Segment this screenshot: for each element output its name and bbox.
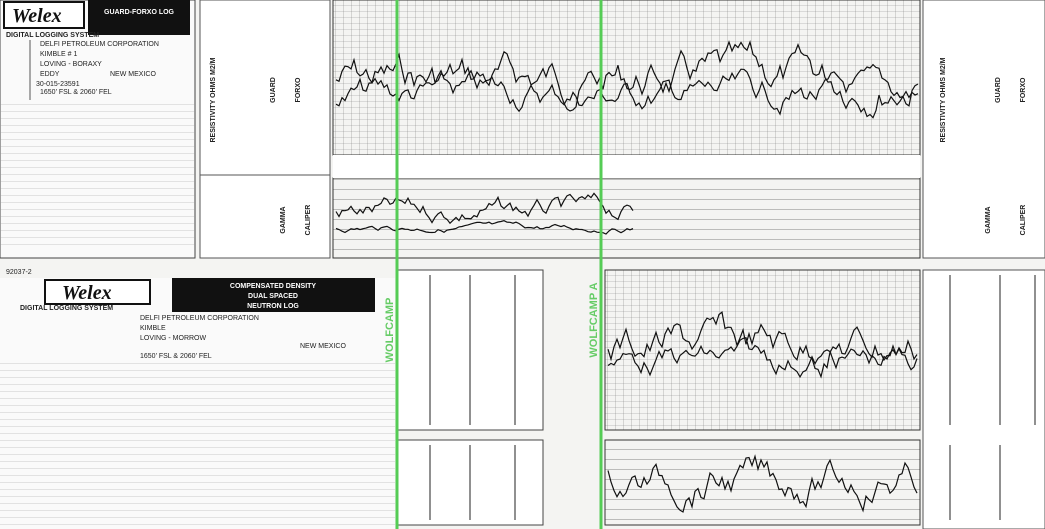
well: KIMBLE: [140, 325, 166, 332]
title: COMPENSATED DENSITY: [230, 283, 317, 290]
track-label: RESISTIVITY OHMS M2/M: [940, 57, 947, 142]
title: NEUTRON LOG: [247, 303, 299, 310]
subtitle: DIGITAL LOGGING SYSTEM: [6, 32, 99, 39]
track: [922, 0, 1045, 259]
api: 30-015-23591: [36, 81, 80, 88]
grid-track: [332, 177, 921, 259]
rule: [949, 275, 1036, 520]
track: [922, 269, 1045, 529]
log-curve: [607, 311, 918, 379]
title: GUARD-FORXO LOG: [104, 9, 175, 16]
logo: Welex: [12, 5, 62, 27]
grid-track: [604, 439, 921, 526]
field: LOVING - BORAXY: [40, 61, 102, 68]
track-label: GAMMA: [280, 206, 287, 233]
logo: Welex: [62, 282, 112, 304]
top-log: RESISTIVITY OHMS M2/M GUARD FORXO GAMMA …: [199, 0, 1045, 259]
log-curve: [335, 40, 919, 119]
track-label: RESISTIVITY OHMS M2/M: [210, 57, 217, 142]
logo-box: [44, 279, 151, 305]
depth-row: [333, 155, 920, 178]
marker-label: WOLFCAMP A: [588, 282, 600, 357]
well: KIMBLE # 1: [40, 51, 77, 58]
log-curve: [335, 192, 634, 225]
track: [199, 0, 331, 259]
company: DELFI PETROLEUM CORPORATION: [140, 315, 259, 322]
grid-track: [332, 0, 921, 156]
track-label: CALIPER: [1020, 205, 1027, 236]
location: 1650' FSL & 2060' FEL: [40, 89, 112, 96]
title: DUAL SPACED: [248, 293, 298, 300]
marker-label: WOLFCAMP: [384, 298, 396, 363]
logo-box: [3, 1, 85, 29]
top-header: Welex GUARD-FORXO LOG DIGITAL LOGGING SY…: [0, 0, 196, 259]
log-curve: [335, 63, 919, 116]
track-label: CALIPER: [305, 205, 312, 236]
county: EDDY: [40, 71, 60, 78]
track-label: FORXO: [1020, 77, 1027, 102]
header-rows: [0, 360, 395, 525]
bottom-header: 92037-2 Welex COMPENSATED DENSITY DUAL S…: [0, 269, 395, 529]
field: LOVING - MORROW: [140, 335, 207, 342]
track-label: GAMMA: [985, 206, 992, 233]
grid-track: [604, 269, 921, 431]
location: 1650' FSL & 2060' FEL: [140, 353, 212, 360]
file-no: 92037-2: [6, 269, 32, 276]
title-box: [88, 0, 190, 35]
track-label: GUARD: [270, 77, 277, 103]
log-curve: [335, 220, 634, 235]
subtitle: DIGITAL LOGGING SYSTEM: [20, 305, 113, 312]
log-curve: [607, 454, 918, 513]
log-curves: [335, 40, 919, 513]
rule: [429, 275, 516, 520]
state: NEW MEXICO: [110, 71, 156, 78]
track-label: GUARD: [995, 77, 1002, 103]
bottom-log: [397, 269, 1045, 529]
title-box: [172, 278, 375, 312]
log-curve: [607, 336, 918, 379]
state: NEW MEXICO: [300, 343, 346, 350]
track-label: FORXO: [295, 77, 302, 102]
header-rows: [0, 100, 195, 250]
company: DELFI PETROLEUM CORPORATION: [40, 41, 159, 48]
